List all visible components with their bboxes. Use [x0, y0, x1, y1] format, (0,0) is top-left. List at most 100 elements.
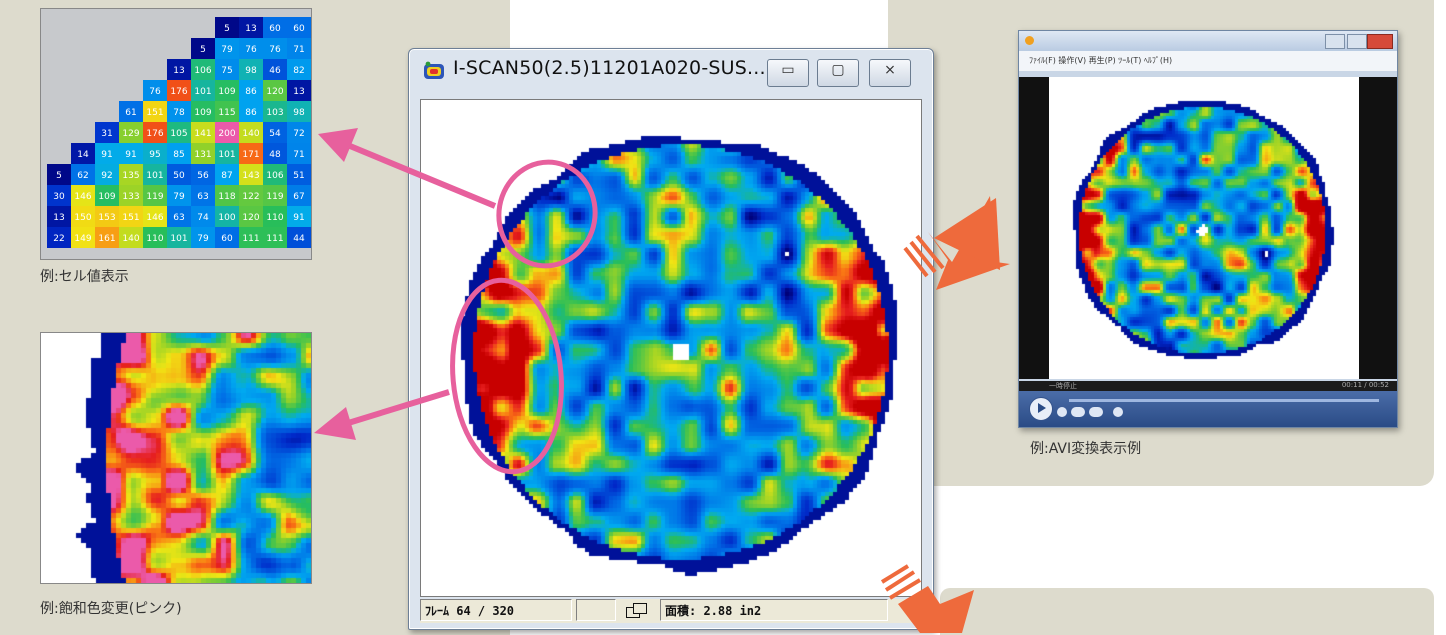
- grid-cell-value: 101: [218, 150, 235, 160]
- saturation-heatmap: [41, 333, 311, 583]
- grid-cell: [263, 227, 287, 248]
- minimize-icon: ▭: [781, 62, 795, 78]
- avi-player-window[interactable]: ﾌｧｲﾙ(F) 操作(V) 再生(P) ﾂｰﾙ(T) ﾍﾙﾌﾟ(H) 一時停止 …: [1018, 30, 1398, 428]
- grid-cell-value: 13: [173, 66, 184, 76]
- grid-cell: [215, 164, 239, 185]
- avi-video-area: [1019, 77, 1397, 379]
- grid-cell: [239, 227, 263, 248]
- pressure-map-view[interactable]: [420, 99, 922, 597]
- grid-cell-value: 135: [122, 171, 139, 181]
- grid-cell-value: 91: [125, 150, 136, 160]
- grid-cell: [239, 17, 263, 38]
- app-icon: [424, 61, 444, 79]
- grid-cell: [167, 80, 191, 101]
- grid-cell-value: 79: [197, 234, 209, 244]
- grid-cell-value: 63: [197, 192, 208, 202]
- grid-cell-value: 109: [218, 87, 235, 97]
- cell-value-caption: 例:セル値表示: [40, 269, 129, 285]
- grid-cell-value: 100: [218, 213, 235, 223]
- maximize-button[interactable]: ▢: [817, 59, 859, 87]
- grid-cell: [95, 185, 119, 206]
- grid-cell-value: 5: [200, 45, 206, 55]
- grid-cell-value: 153: [98, 213, 115, 223]
- grid-cell-value: 111: [266, 234, 283, 244]
- grid-cell: [71, 206, 95, 227]
- grid-cell-value: 91: [293, 213, 304, 223]
- grid-cell: [263, 38, 287, 59]
- status-bar: ﾌﾚｰﾑ 64 / 320 面積: 2.88 in2: [420, 599, 920, 623]
- grid-cell-value: 85: [173, 150, 184, 160]
- grid-cell: [47, 227, 71, 248]
- pressure-heatmap: [421, 100, 921, 596]
- grid-cell: [119, 227, 143, 248]
- grid-cell-value: 98: [245, 66, 257, 76]
- grid-cell-value: 176: [146, 129, 163, 139]
- grid-cell: [287, 185, 311, 206]
- grid-cell-value: 141: [194, 129, 211, 139]
- grid-cell-value: 74: [197, 213, 209, 223]
- grid-cell: [239, 101, 263, 122]
- grid-cell-value: 60: [293, 24, 305, 34]
- grid-cell-value: 67: [293, 192, 304, 202]
- grid-cell: [215, 206, 239, 227]
- grid-cell: [287, 80, 311, 101]
- grid-cell: [263, 185, 287, 206]
- grid-cell-value: 63: [173, 213, 184, 223]
- avi-minimize-button[interactable]: [1325, 34, 1345, 49]
- grid-cell: [263, 164, 287, 185]
- grid-cell: [215, 122, 239, 143]
- grid-cell-value: 122: [242, 192, 259, 202]
- saturation-example: [40, 332, 312, 584]
- grid-cell-value: 105: [170, 129, 187, 139]
- play-icon: [1038, 403, 1046, 413]
- grid-cell-value: 106: [194, 66, 211, 76]
- avi-next-button[interactable]: [1089, 407, 1103, 417]
- grid-cell-value: 103: [266, 108, 283, 118]
- minimize-button[interactable]: ▭: [767, 59, 809, 87]
- title-bar[interactable]: I-SCAN50(2.5)11201A020-SUS... ▭ ▢ ⨯: [409, 49, 933, 91]
- window-toggle-icon[interactable]: [626, 603, 648, 618]
- grid-cell-value: 143: [242, 171, 259, 181]
- grid-cell: [47, 206, 71, 227]
- avi-title-bar[interactable]: [1019, 31, 1397, 51]
- avi-stop-button[interactable]: [1057, 407, 1067, 417]
- grid-cell-value: 5: [56, 171, 62, 181]
- grid-cell: [143, 80, 167, 101]
- grid-cell: [215, 80, 239, 101]
- grid-cell-value: 95: [149, 150, 160, 160]
- grid-cell-value: 120: [242, 213, 259, 223]
- avi-status-right: 00:11 / 00:52: [1341, 381, 1389, 389]
- grid-cell-value: 79: [173, 192, 185, 202]
- grid-cell: [215, 143, 239, 164]
- grid-cell: [287, 143, 311, 164]
- grid-cell-value: 91: [101, 150, 112, 160]
- grid-cell-value: 76: [269, 45, 281, 55]
- avi-controls[interactable]: [1019, 391, 1397, 427]
- grid-cell: [287, 38, 311, 59]
- avi-menu-bar[interactable]: ﾌｧｲﾙ(F) 操作(V) 再生(P) ﾂｰﾙ(T) ﾍﾙﾌﾟ(H): [1019, 51, 1397, 71]
- grid-cell: [287, 164, 311, 185]
- grid-cell: [263, 206, 287, 227]
- grid-cell-value: 14: [77, 150, 89, 160]
- grid-cell: [263, 122, 287, 143]
- grid-cell-value: 200: [218, 129, 235, 139]
- avi-volume-icon[interactable]: [1113, 407, 1123, 417]
- grid-cell: [215, 38, 239, 59]
- grid-cell: [191, 122, 215, 143]
- grid-cell-value: 146: [146, 213, 163, 223]
- main-window[interactable]: I-SCAN50(2.5)11201A020-SUS... ▭ ▢ ⨯ ﾌﾚｰﾑ…: [408, 48, 934, 630]
- grid-cell: [191, 80, 215, 101]
- avi-maximize-button[interactable]: [1347, 34, 1367, 49]
- avi-prev-button[interactable]: [1071, 407, 1085, 417]
- grid-cell-value: 109: [194, 108, 211, 118]
- avi-close-button[interactable]: [1367, 34, 1393, 49]
- grid-cell: [167, 206, 191, 227]
- close-button[interactable]: ⨯: [869, 59, 911, 87]
- grid-cell: [71, 185, 95, 206]
- grid-cell: [95, 227, 119, 248]
- avi-seek-bar[interactable]: [1069, 399, 1379, 402]
- avi-status-left: 一時停止: [1049, 382, 1077, 390]
- grid-cell: [167, 101, 191, 122]
- grid-cell: [263, 80, 287, 101]
- grid-cell-value: 101: [146, 171, 163, 181]
